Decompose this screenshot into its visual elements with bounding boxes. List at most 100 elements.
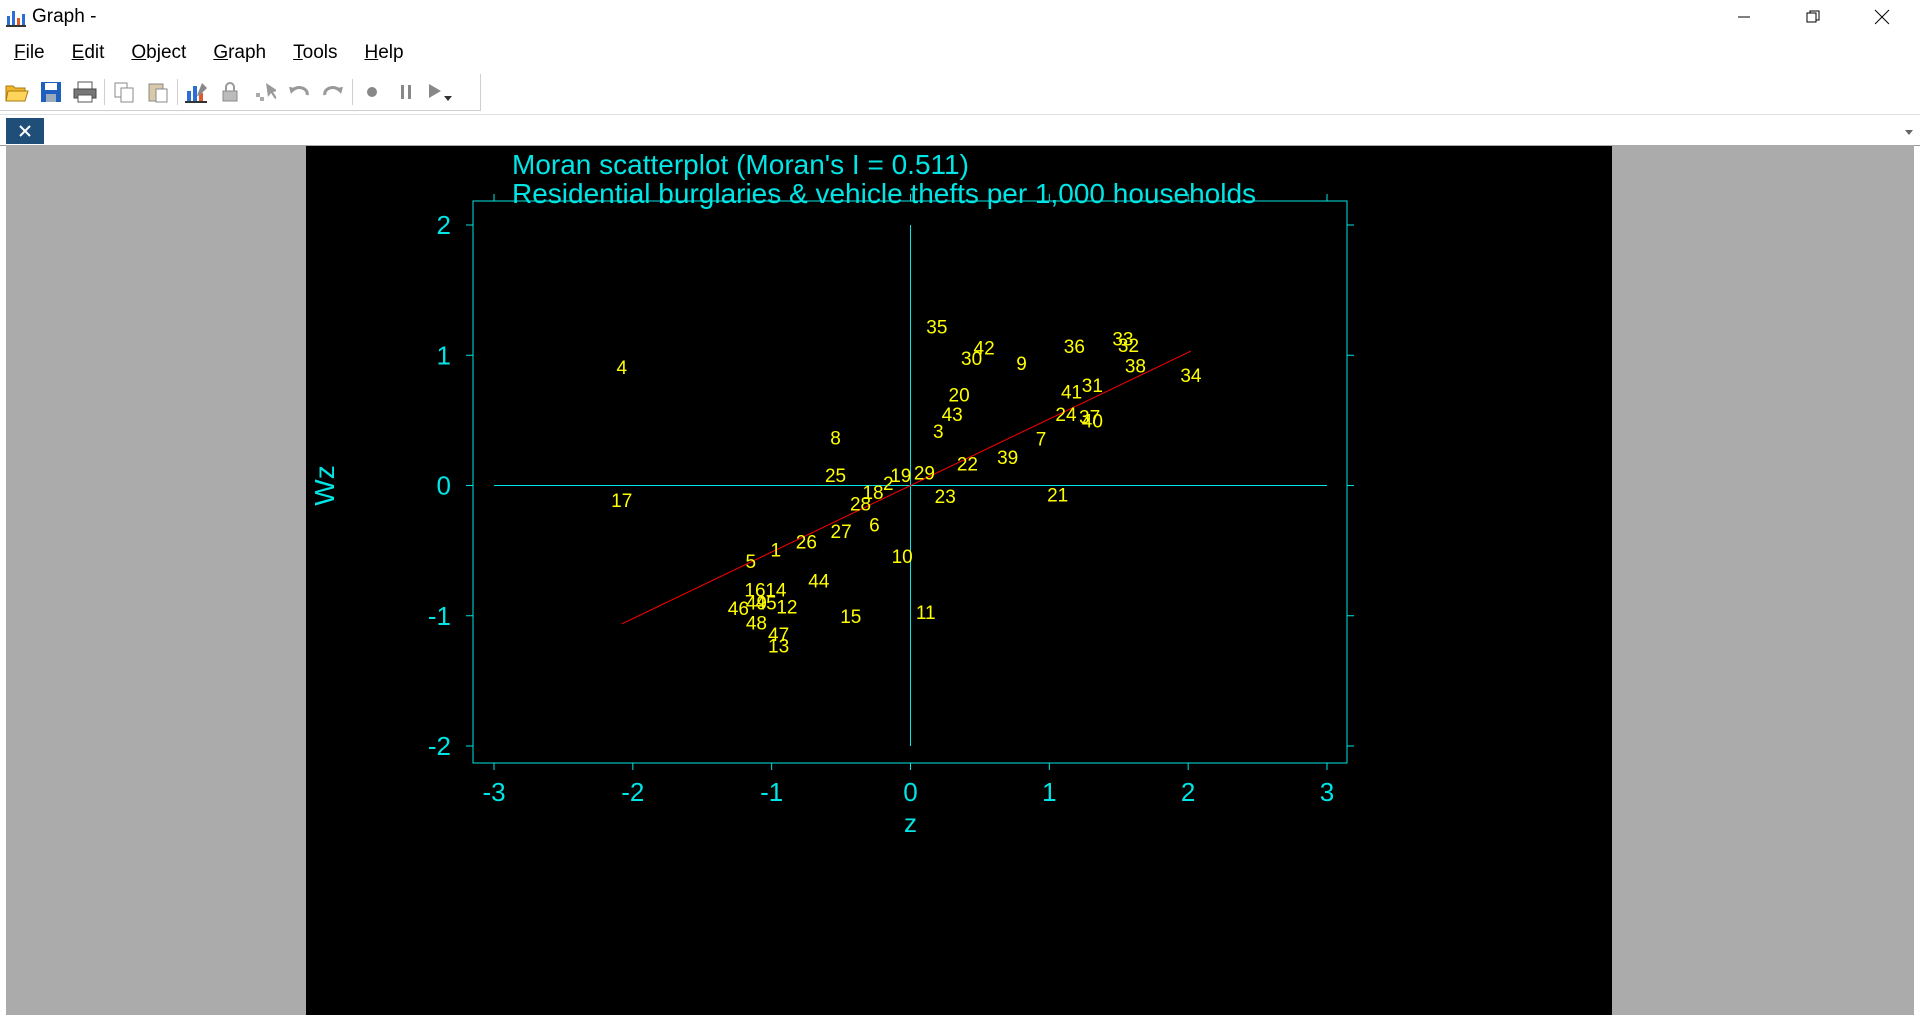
data-point-label: 9 — [1016, 354, 1027, 375]
restore-button[interactable] — [1778, 0, 1847, 34]
data-point-label: 31 — [1082, 376, 1103, 397]
app-graph-icon — [6, 11, 26, 27]
data-point-label: 10 — [892, 547, 913, 568]
minimize-icon — [1737, 16, 1750, 18]
data-point-label: 12 — [776, 598, 797, 619]
regression-fit-line — [621, 350, 1192, 625]
data-point-label: 46 — [728, 599, 749, 620]
y-tick-label: -1 — [428, 601, 451, 631]
data-point-label: 17 — [611, 491, 632, 512]
close-tab-button[interactable] — [6, 118, 44, 144]
data-point-label: 33 — [1112, 329, 1133, 350]
data-point-label: 29 — [914, 463, 935, 484]
data-point-label: 41 — [1061, 383, 1082, 404]
toolbar-separator — [352, 79, 353, 105]
menu-accelerator: G — [213, 42, 229, 63]
redo-button[interactable] — [316, 75, 350, 109]
graph-editor-icon — [185, 83, 207, 103]
x-tick-label: 0 — [903, 777, 917, 807]
data-point-label: 16 — [744, 581, 765, 602]
graph-editor-button[interactable] — [180, 75, 214, 109]
moran-scatterplot: -3 -2 -1 0 1 2 3-2-1012zWz12345678910111213141… — [309, 194, 1354, 838]
paste-icon — [148, 83, 168, 103]
menu-accelerator: H — [364, 42, 379, 63]
lock-button[interactable] — [214, 75, 248, 109]
toolbar — [0, 74, 481, 111]
y-tick-label: 2 — [437, 210, 451, 240]
redo-icon — [323, 86, 343, 96]
menu-accelerator: O — [131, 42, 147, 63]
restore-icon — [1806, 10, 1819, 23]
data-point-label: 4 — [616, 358, 627, 379]
close-icon — [1874, 9, 1889, 25]
undo-button[interactable] — [282, 75, 316, 109]
lock-icon — [222, 82, 238, 102]
record-button[interactable] — [355, 75, 389, 109]
y-axis-title: Wz — [309, 465, 340, 505]
x-tick-label: -2 — [621, 777, 644, 807]
data-point-label: 20 — [949, 385, 970, 406]
tab-list-dropdown[interactable] — [1904, 123, 1914, 141]
data-point-label: 8 — [830, 428, 841, 449]
data-point-label: 28 — [850, 495, 871, 516]
data-point-label: 32 — [1118, 336, 1139, 357]
x-tick-label: -3 — [482, 777, 505, 807]
data-point-label: 22 — [957, 454, 978, 475]
data-point-label: 5 — [746, 552, 757, 573]
data-point-label: 18 — [862, 483, 883, 504]
select-button[interactable] — [248, 75, 282, 109]
print-button[interactable] — [68, 75, 102, 109]
open-icon — [5, 85, 29, 102]
copy-button[interactable] — [107, 75, 141, 109]
data-point-label: 49 — [746, 594, 767, 615]
data-point-label: 25 — [825, 466, 846, 487]
pause-button[interactable] — [389, 75, 423, 109]
data-point-label: 14 — [765, 581, 787, 602]
save-icon — [41, 82, 61, 102]
data-point-label: 27 — [831, 522, 852, 543]
chart-subtitle: Residential burglaries & vehicle thefts … — [512, 178, 1257, 209]
data-point-label: 35 — [926, 318, 947, 339]
graph-panel: -3 -2 -1 0 1 2 3 -2 -1 0 1 2 z Wz 1 2 3 4 5 6 7 8 9 10 11 12 13 14 1… — [306, 146, 1612, 1015]
open-button[interactable] — [0, 75, 34, 109]
data-point-label: 44 — [808, 572, 830, 593]
play-button[interactable] — [423, 75, 457, 109]
y-tick-label: 0 — [437, 471, 451, 501]
menu-tools[interactable]: Tools — [293, 42, 338, 63]
data-point-label: 45 — [756, 594, 777, 615]
data-point-label: 19 — [890, 466, 911, 487]
menu-file[interactable]: File — [14, 42, 45, 63]
x-tick-label: 1 — [1042, 777, 1056, 807]
chart-title: Moran scatterplot (Moran's I = 0.511) — [512, 149, 969, 180]
y-tick-label: -2 — [428, 731, 451, 761]
data-point-label: 3 — [933, 422, 944, 443]
data-point-label: 1 — [771, 540, 782, 561]
data-point-label: 21 — [1047, 486, 1068, 507]
save-button[interactable] — [34, 75, 68, 109]
toolbar-separator — [177, 79, 178, 105]
data-point-label: 6 — [869, 516, 880, 537]
paste-button[interactable] — [141, 75, 175, 109]
data-point-label: 38 — [1125, 357, 1146, 378]
x-axis-title: z — [904, 808, 917, 838]
close-window-button[interactable] — [1847, 0, 1916, 34]
data-point-label: 47 — [768, 625, 789, 646]
graph-tab-strip — [0, 114, 1920, 146]
window-title: Graph - — [32, 6, 97, 27]
menu-graph[interactable]: Graph — [213, 42, 267, 63]
chart-title-block: Moran scatterplot (Moran's I = 0.511) Re… — [512, 150, 1256, 208]
pause-icon — [401, 85, 411, 99]
data-point-label: 34 — [1180, 366, 1202, 387]
data-point-label: 13 — [768, 637, 789, 658]
minimize-button[interactable] — [1709, 0, 1778, 34]
menu-bar: File Edit Object Graph Tools Help — [0, 38, 1920, 68]
data-point-label: 43 — [942, 405, 963, 426]
menu-edit[interactable]: Edit — [71, 42, 105, 63]
data-point-label: 7 — [1036, 430, 1047, 451]
title-bar: Graph - — [0, 0, 1920, 34]
menu-accelerator: T — [293, 42, 303, 63]
menu-object[interactable]: Object — [131, 42, 187, 63]
menu-help[interactable]: Help — [364, 42, 404, 63]
data-point-label: 30 — [961, 349, 982, 370]
data-point-label: 15 — [840, 607, 861, 628]
